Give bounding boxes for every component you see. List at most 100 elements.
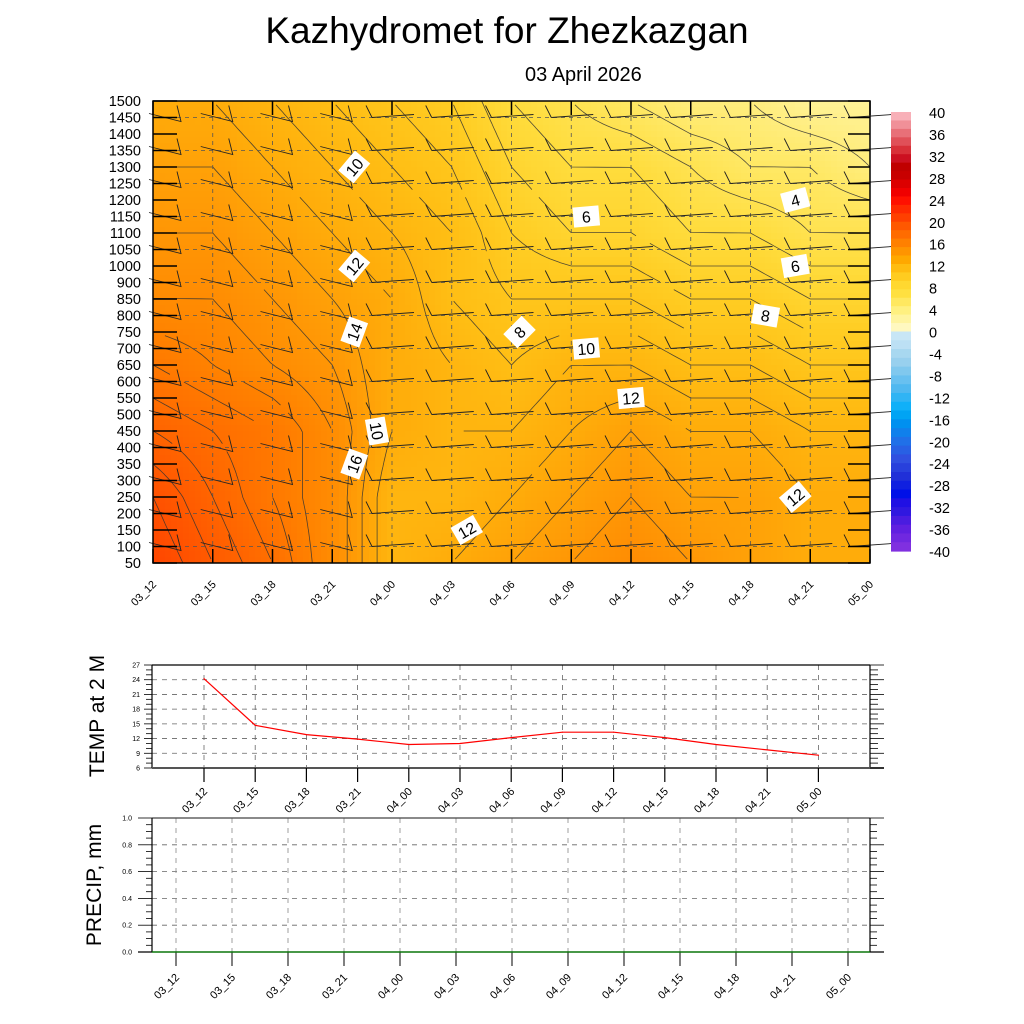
field-cell	[177, 269, 184, 276]
field-cell	[351, 119, 358, 126]
field-cell	[489, 311, 496, 318]
field-cell	[267, 215, 274, 222]
field-cell	[693, 317, 700, 324]
field-cell	[471, 239, 478, 246]
field-cell	[753, 101, 760, 108]
field-cell	[183, 143, 190, 150]
field-cell	[567, 317, 574, 324]
field-cell	[225, 107, 232, 114]
field-cell	[807, 137, 814, 144]
field-cell	[789, 329, 796, 336]
field-cell	[795, 125, 802, 132]
field-cell	[759, 101, 766, 108]
field-cell	[771, 299, 778, 306]
field-cell	[435, 227, 442, 234]
field-cell	[567, 281, 574, 288]
field-cell	[603, 305, 610, 312]
field-cell	[519, 191, 526, 198]
field-cell	[189, 287, 196, 294]
field-cell	[351, 131, 358, 138]
field-cell	[669, 263, 676, 270]
field-cell	[651, 287, 658, 294]
field-cell	[537, 245, 544, 252]
field-cell	[201, 173, 208, 180]
field-cell	[765, 173, 772, 180]
field-cell	[291, 305, 298, 312]
field-cell	[615, 221, 622, 228]
field-cell	[501, 281, 508, 288]
field-cell	[483, 305, 490, 312]
field-cell	[501, 257, 508, 264]
field-cell	[261, 317, 268, 324]
field-cell	[705, 287, 712, 294]
field-cell	[255, 155, 262, 162]
field-cell	[261, 197, 268, 204]
field-cell	[327, 215, 334, 222]
field-cell	[651, 275, 658, 282]
field-cell	[855, 317, 862, 324]
field-cell	[729, 275, 736, 282]
field-cell	[741, 155, 748, 162]
field-cell	[801, 293, 808, 300]
field-cell	[177, 341, 184, 348]
field-cell	[819, 227, 826, 234]
field-cell	[753, 161, 760, 168]
field-cell	[189, 119, 196, 126]
field-cell	[333, 107, 340, 114]
field-cell	[429, 287, 436, 294]
field-cell	[741, 209, 748, 216]
field-cell	[453, 215, 460, 222]
field-cell	[555, 185, 562, 192]
field-cell	[453, 185, 460, 192]
field-cell	[417, 287, 424, 294]
field-cell	[639, 287, 646, 294]
field-cell	[813, 335, 820, 342]
field-cell	[771, 263, 778, 270]
field-cell	[309, 239, 316, 246]
field-cell	[285, 287, 292, 294]
field-cell	[795, 275, 802, 282]
field-cell	[201, 341, 208, 348]
field-cell	[321, 131, 328, 138]
field-cell	[543, 329, 550, 336]
field-cell	[585, 203, 592, 210]
field-cell	[819, 281, 826, 288]
field-cell	[231, 191, 238, 198]
field-cell	[813, 191, 820, 198]
field-cell	[657, 257, 664, 264]
field-cell	[357, 215, 364, 222]
field-cell	[609, 311, 616, 318]
field-cell	[591, 233, 598, 240]
field-cell	[507, 299, 514, 306]
field-cell	[483, 209, 490, 216]
field-cell	[507, 215, 514, 222]
field-cell	[213, 293, 220, 300]
field-cell	[363, 179, 370, 186]
field-cell	[411, 323, 418, 330]
field-cell	[231, 323, 238, 330]
field-cell	[543, 311, 550, 318]
field-cell	[153, 275, 160, 282]
field-cell	[447, 125, 454, 132]
field-cell	[255, 281, 262, 288]
field-cell	[399, 347, 406, 354]
field-cell	[675, 257, 682, 264]
field-cell	[351, 101, 358, 108]
field-cell	[441, 275, 448, 282]
field-cell	[237, 347, 244, 354]
field-cell	[627, 227, 634, 234]
field-cell	[765, 251, 772, 258]
field-cell	[843, 215, 850, 222]
field-cell	[831, 221, 838, 228]
field-cell	[807, 191, 814, 198]
field-cell	[507, 173, 514, 180]
field-cell	[669, 227, 676, 234]
field-cell	[357, 113, 364, 120]
field-cell	[843, 275, 850, 282]
field-cell	[711, 221, 718, 228]
field-cell	[789, 341, 796, 348]
field-cell	[291, 101, 298, 108]
field-cell	[255, 335, 262, 342]
field-cell	[759, 137, 766, 144]
field-cell	[771, 221, 778, 228]
